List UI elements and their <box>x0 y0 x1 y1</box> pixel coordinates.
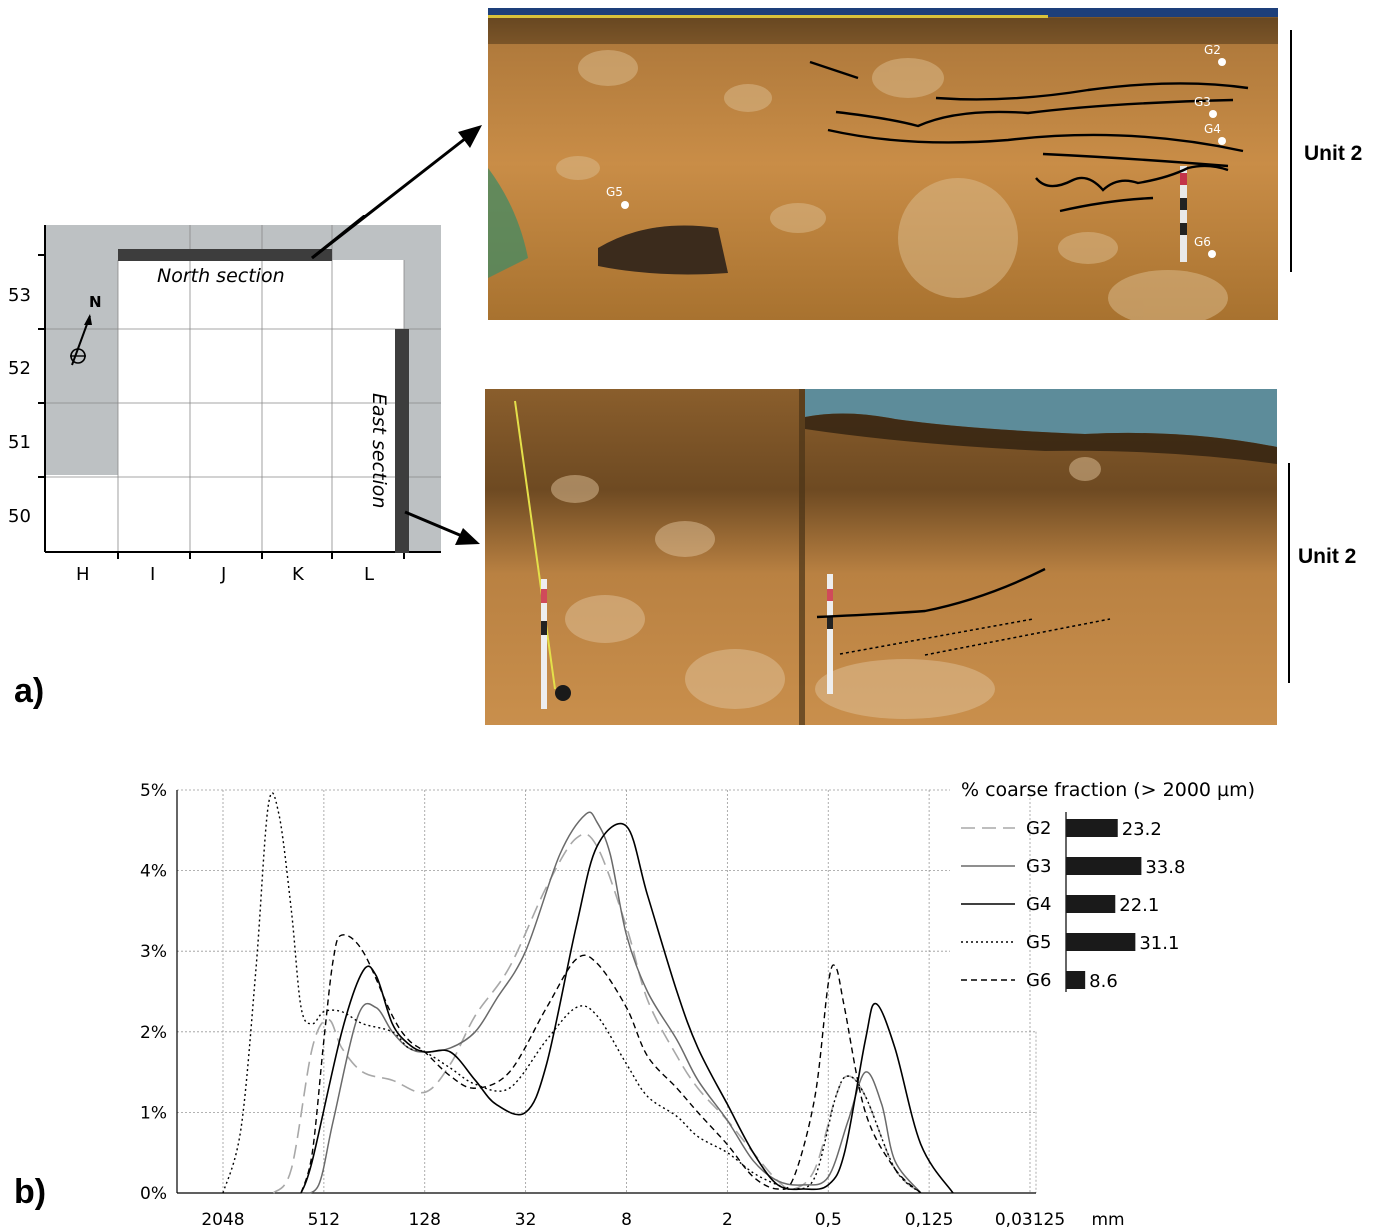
north-arrow-icon: N <box>70 293 102 366</box>
series-line-g2 <box>272 833 922 1194</box>
east-section-photo <box>485 389 1277 725</box>
north-arrow-label: N <box>89 293 102 311</box>
excavation-plan: 53 52 51 50 H I J K L N North section Ea… <box>8 215 441 585</box>
x-tick-label: 8 <box>621 1210 632 1230</box>
y-tick-label: 5% <box>140 781 167 801</box>
y-tick-label: 1% <box>140 1103 167 1123</box>
series-line-g5 <box>222 792 922 1194</box>
legend-value-g5: 31.1 <box>1139 933 1179 954</box>
legend-name-g5: G5 <box>1026 932 1051 953</box>
sample-label-g3: G3 <box>1194 95 1211 109</box>
legend-name-g3: G3 <box>1026 856 1051 877</box>
legend-name-g2: G2 <box>1026 818 1051 839</box>
north-section-photo: G2 G3 G4 G5 G6 <box>488 8 1278 320</box>
col-label-j: J <box>220 564 226 585</box>
chart-grid <box>176 789 1037 1194</box>
series-line-g3 <box>300 811 922 1194</box>
col-label-h: H <box>76 564 90 585</box>
y-tick-label: 4% <box>140 862 167 882</box>
row-label-53: 53 <box>8 285 31 306</box>
sample-label-g2: G2 <box>1204 43 1221 57</box>
y-tick-label: 3% <box>140 942 167 962</box>
east-section-bar <box>395 329 409 553</box>
y-tick-label: 2% <box>140 1023 167 1043</box>
legend-name-g6: G6 <box>1026 970 1051 991</box>
east-unit-label: Unit 2 <box>1298 545 1357 568</box>
legend-value-g6: 8.6 <box>1089 971 1118 992</box>
north-section-bar <box>118 249 332 261</box>
x-tick-labels: 2048 512 128 32 8 2 0,5 0,125 0,03125 mm <box>201 1210 1124 1230</box>
legend-value-g2: 23.2 <box>1122 819 1162 840</box>
y-tick-labels: 0% 1% 2% 3% 4% 5% <box>140 781 167 1204</box>
col-label-l: L <box>364 564 374 585</box>
north-unit-bracket <box>1290 30 1292 272</box>
x-tick-label: 128 <box>409 1210 441 1230</box>
legend-value-g3: 33.8 <box>1145 857 1185 878</box>
x-tick-label: 32 <box>515 1210 537 1230</box>
sample-label-g5: G5 <box>606 185 623 199</box>
x-unit-label: mm <box>1091 1210 1124 1230</box>
sample-label-g4: G4 <box>1204 122 1221 136</box>
x-tick-label: 0,03125 <box>995 1210 1065 1230</box>
legend-bar-g6 <box>1066 971 1086 989</box>
chart-series <box>222 792 954 1194</box>
legend-bar-g2 <box>1066 819 1118 837</box>
north-unit-label: Unit 2 <box>1304 142 1363 165</box>
x-tick-label: 512 <box>308 1210 340 1230</box>
panel-a-label: a) <box>14 672 45 710</box>
series-line-g4 <box>300 822 954 1194</box>
sample-label-g6: G6 <box>1194 235 1211 249</box>
plan-shade-right <box>404 225 441 552</box>
x-tick-label: 0,5 <box>815 1210 842 1230</box>
row-label-50: 50 <box>8 506 31 527</box>
legend-bar-g4 <box>1066 895 1116 913</box>
row-label-52: 52 <box>8 358 31 379</box>
east-unit-bracket <box>1288 463 1290 683</box>
x-tick-label: 0,125 <box>905 1210 954 1230</box>
panel-b-label: b) <box>14 1173 47 1211</box>
north-section-label: North section <box>157 265 285 287</box>
y-tick-label: 0% <box>140 1184 167 1204</box>
series-line-g6 <box>300 934 922 1194</box>
legend-title: % coarse fraction (> 2000 µm) <box>961 779 1255 801</box>
x-tick-label: 2 <box>722 1210 733 1230</box>
col-label-k: K <box>292 564 305 585</box>
col-label-i: I <box>150 564 155 585</box>
legend-name-g4: G4 <box>1026 894 1051 915</box>
chart-legend: % coarse fraction (> 2000 µm) G2 23.2 G3 33.… <box>961 779 1255 992</box>
legend-value-g4: 22.1 <box>1119 895 1159 916</box>
x-tick-label: 2048 <box>201 1210 244 1230</box>
legend-bar-g5 <box>1066 933 1136 951</box>
row-label-51: 51 <box>8 432 31 453</box>
east-section-label: East section <box>368 393 390 508</box>
grain-size-chart: 0% 1% 2% 3% 4% 5% 2048 512 128 32 8 2 0,5 0,125 0,031… <box>140 779 1255 1230</box>
legend-bar-g3 <box>1066 857 1142 875</box>
